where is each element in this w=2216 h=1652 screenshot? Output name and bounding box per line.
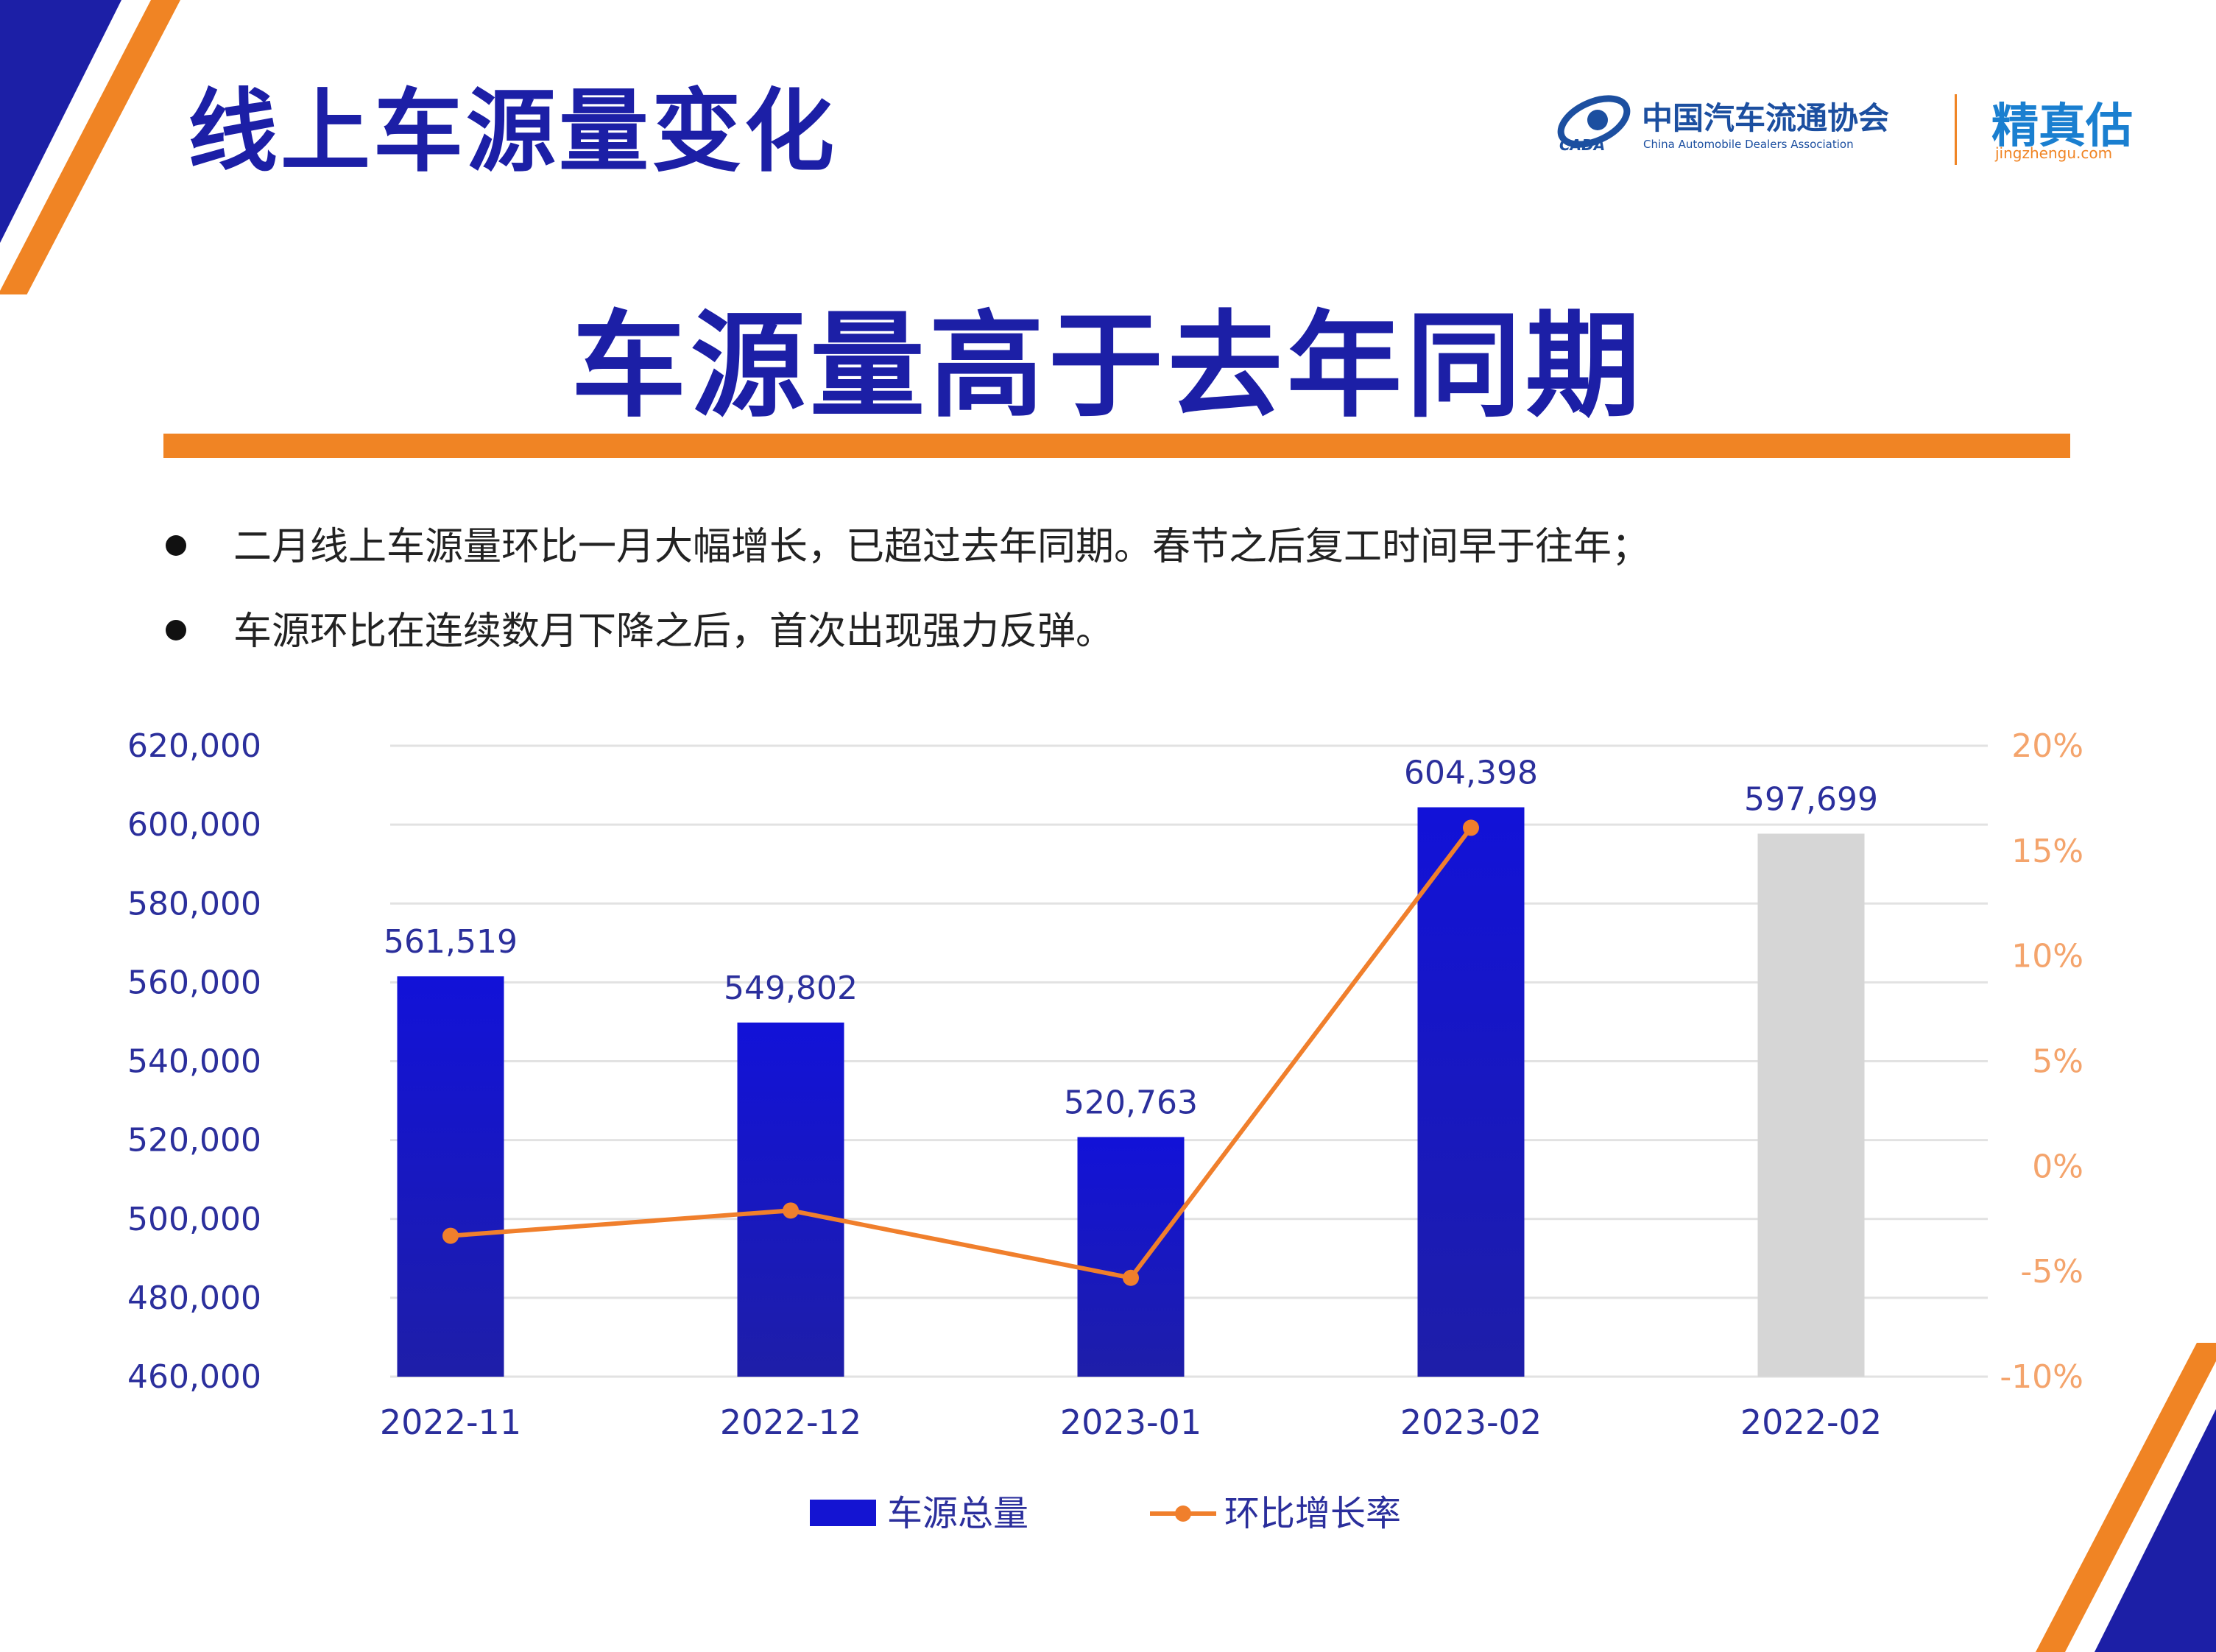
- legend-swatch-bar: [810, 1500, 876, 1526]
- orange-divider: [163, 434, 2070, 458]
- legend-swatch-dot: [1175, 1505, 1191, 1522]
- chart-gridlines: [390, 744, 1988, 1378]
- corner-stripes-bottom-right: [2036, 1343, 2216, 1652]
- line-point: [1463, 819, 1479, 836]
- y-left-tick-label: 540,000: [127, 1043, 261, 1081]
- x-tick-label: 2022-11: [380, 1402, 521, 1442]
- y-left-tick-label: 600,000: [127, 806, 261, 844]
- bar-data-label: 604,398: [1404, 755, 1538, 792]
- x-axis: 2022-11 2022-12 2023-01 2023-02 2022-02: [380, 1402, 1882, 1442]
- x-tick-label: 2023-02: [1400, 1402, 1542, 1442]
- y-left-tick-label: 560,000: [127, 964, 261, 1001]
- jzg-logo-url: jingzhengu.com: [1995, 144, 2113, 162]
- y-right-tick-label: 10%: [2011, 938, 2083, 975]
- cada-name-en: China Automobile Dealers Association: [1643, 138, 1854, 151]
- bar: [397, 976, 504, 1377]
- x-tick-label: 2022-12: [720, 1402, 861, 1442]
- bullet-dot: [166, 535, 186, 556]
- headline: 车源量高于去年同期: [571, 299, 1645, 433]
- y-left-tick-label: 580,000: [127, 885, 261, 922]
- y-left-tick-label: 460,000: [127, 1358, 261, 1396]
- cada-logo-icon: [1557, 95, 1631, 148]
- cada-name-cn: 中国汽车流通协会: [1642, 100, 1890, 136]
- y-right-tick-label: 20%: [2011, 727, 2083, 765]
- bar: [1757, 833, 1865, 1377]
- y-right-tick-label: 0%: [2032, 1148, 2083, 1185]
- y-left-tick-label: 480,000: [127, 1279, 261, 1317]
- legend-label-bar: 车源总量: [887, 1493, 1028, 1534]
- jzg-logo-name: 精真估: [1991, 99, 2133, 154]
- y-right-tick-label: 5%: [2032, 1043, 2083, 1081]
- bullet-text: 车源环比在连续数月下降之后，首次出现强力反弹。: [233, 610, 1115, 654]
- cada-logo: CADA 中国汽车流通协会 China Automobile Dealers A…: [1553, 85, 1951, 173]
- bullet-dot: [166, 620, 186, 640]
- chart-legend: 车源总量 环比增长率: [810, 1493, 1401, 1534]
- line-point: [442, 1227, 459, 1244]
- x-tick-label: 2022-02: [1740, 1402, 1882, 1442]
- bar-data-label: 561,519: [384, 923, 518, 961]
- y-right-tick-label: -5%: [2020, 1253, 2083, 1291]
- left-axis: 460,000 480,000 500,000 520,000 540,000 560,0…: [127, 727, 261, 1396]
- logo-divider: [1955, 94, 1957, 165]
- line-path: [450, 826, 1473, 1281]
- bar: [1417, 807, 1525, 1377]
- bar: [1077, 1137, 1185, 1377]
- bar-series: [397, 807, 1865, 1377]
- y-left-tick-label: 520,000: [127, 1122, 261, 1159]
- cada-mark: CADA: [1559, 136, 1606, 154]
- bullet-text: 二月线上车源量环比一月大幅增长，已超过去年同期。春节之后复工时间早于往年；: [233, 525, 1651, 569]
- bar: [737, 1022, 844, 1377]
- line-point: [783, 1202, 799, 1219]
- bar-data-label: 520,763: [1064, 1084, 1198, 1122]
- y-right-tick-label: -10%: [2000, 1358, 2083, 1396]
- corner-stripes-top-left: [0, 0, 180, 294]
- bar-data-label: 549,802: [724, 970, 858, 1007]
- page-title: 线上车源量变化: [188, 80, 837, 184]
- bullet-item: 二月线上车源量环比一月大幅增长，已超过去年同期。春节之后复工时间早于往年；: [166, 515, 1650, 571]
- line-point: [1123, 1269, 1139, 1286]
- legend-label-line: 环比增长率: [1224, 1493, 1401, 1534]
- x-tick-label: 2023-01: [1060, 1402, 1201, 1442]
- bar-data-labels: 561,519 549,802 520,763 604,398 597,699: [384, 755, 1878, 1122]
- y-right-tick-label: 15%: [2011, 833, 2083, 870]
- line-series: [442, 819, 1479, 1286]
- bullet-item: 车源环比在连续数月下降之后，首次出现强力反弹。: [166, 600, 1114, 655]
- right-axis: -10% -5% 0% 5% 10% 15% 20%: [2000, 727, 2083, 1396]
- y-left-tick-label: 620,000: [127, 727, 261, 765]
- y-left-tick-label: 500,000: [127, 1201, 261, 1238]
- bar-data-label: 597,699: [1744, 780, 1878, 818]
